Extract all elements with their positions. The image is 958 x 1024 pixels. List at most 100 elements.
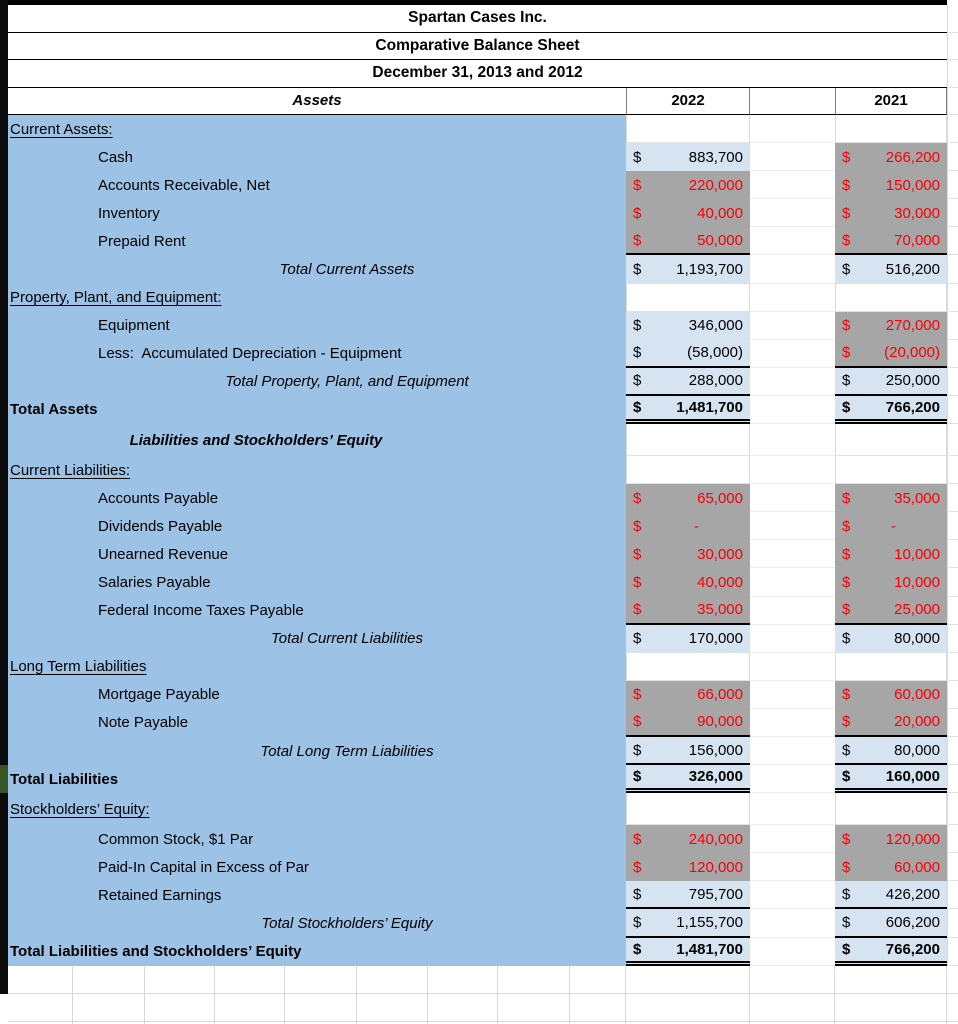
value-2021-cell[interactable]: $766,200 xyxy=(835,937,947,966)
value-2021-cell[interactable] xyxy=(835,652,947,681)
value-2022-cell[interactable]: $40,000 xyxy=(626,568,750,597)
empty-cell[interactable] xyxy=(428,965,498,994)
empty-cell[interactable] xyxy=(498,1021,570,1024)
grid-cell[interactable] xyxy=(947,311,958,340)
grid-cell[interactable] xyxy=(947,424,958,457)
empty-cell[interactable] xyxy=(428,1021,498,1024)
value-2021-cell[interactable]: $10,000 xyxy=(835,568,947,597)
spacer-cell[interactable] xyxy=(750,793,835,826)
spacer-cell[interactable] xyxy=(750,395,835,425)
row-label[interactable]: Long Term Liabilities xyxy=(8,652,626,681)
empty-cell[interactable] xyxy=(750,1021,835,1024)
value-2022-cell[interactable]: $220,000 xyxy=(626,171,750,200)
empty-cell[interactable] xyxy=(215,1021,285,1024)
row-label[interactable]: Cash xyxy=(8,143,626,172)
spacer-cell[interactable] xyxy=(750,680,835,709)
spacer-cell[interactable] xyxy=(750,512,835,541)
empty-cell[interactable] xyxy=(357,1021,428,1024)
year-2022-header[interactable]: 2022 xyxy=(626,87,750,115)
empty-cell[interactable] xyxy=(835,965,947,994)
value-2021-cell[interactable]: $70,000 xyxy=(835,227,947,256)
value-2021-cell[interactable]: $ - xyxy=(835,512,947,541)
grid-cell[interactable] xyxy=(947,283,958,312)
grid-cell[interactable] xyxy=(947,339,958,368)
value-2021-cell[interactable] xyxy=(835,115,947,144)
value-2021-cell[interactable]: $25,000 xyxy=(835,596,947,625)
value-2022-cell[interactable] xyxy=(626,652,750,681)
spacer-cell[interactable] xyxy=(750,484,835,513)
empty-cell[interactable] xyxy=(285,993,357,1022)
grid-cell[interactable] xyxy=(947,199,958,228)
empty-cell[interactable] xyxy=(145,993,215,1022)
row-label[interactable]: Total Current Assets xyxy=(8,255,626,284)
spacer-cell[interactable] xyxy=(750,227,835,256)
grid-cell[interactable] xyxy=(947,60,958,88)
row-label[interactable]: Total Liabilities xyxy=(8,765,626,794)
grid-cell[interactable] xyxy=(947,909,958,938)
empty-cell[interactable] xyxy=(750,993,835,1022)
value-2022-cell[interactable]: $35,000 xyxy=(626,596,750,625)
row-label[interactable]: Inventory xyxy=(8,199,626,228)
value-2022-cell[interactable]: $ - xyxy=(626,512,750,541)
value-2022-cell[interactable]: $ (58,000) xyxy=(626,339,750,368)
grid-cell[interactable] xyxy=(947,680,958,709)
empty-cell[interactable] xyxy=(357,965,428,994)
value-2022-cell[interactable]: $30,000 xyxy=(626,540,750,569)
spacer-cell[interactable] xyxy=(750,367,835,396)
grid-cell[interactable] xyxy=(947,32,958,60)
assets-section-header[interactable]: Assets xyxy=(8,87,626,115)
value-2021-cell[interactable]: $60,000 xyxy=(835,853,947,882)
grid-cell[interactable] xyxy=(947,227,958,256)
value-2022-cell[interactable]: $1,193,700 xyxy=(626,255,750,284)
empty-cell[interactable] xyxy=(947,993,958,1022)
grid-cell[interactable] xyxy=(947,937,958,966)
empty-cell[interactable] xyxy=(285,965,357,994)
value-2022-cell[interactable]: $883,700 xyxy=(626,143,750,172)
spacer-cell[interactable] xyxy=(750,937,835,966)
value-2021-cell[interactable] xyxy=(835,793,947,826)
value-2021-cell[interactable]: $516,200 xyxy=(835,255,947,284)
row-label[interactable]: Accounts Payable xyxy=(8,484,626,513)
row-label[interactable]: Federal Income Taxes Payable xyxy=(8,596,626,625)
empty-cell[interactable] xyxy=(73,1021,145,1024)
row-label[interactable]: Total Stockholders’ Equity xyxy=(8,909,626,938)
value-2022-cell[interactable]: $66,000 xyxy=(626,680,750,709)
empty-cell[interactable] xyxy=(570,965,626,994)
value-2021-cell[interactable]: $35,000 xyxy=(835,484,947,513)
value-2021-cell[interactable]: $ (20,000) xyxy=(835,339,947,368)
spacer-cell[interactable] xyxy=(750,736,835,766)
value-2022-cell[interactable]: $240,000 xyxy=(626,825,750,854)
row-label[interactable]: Dividends Payable xyxy=(8,512,626,541)
grid-cell[interactable] xyxy=(947,143,958,172)
grid-cell[interactable] xyxy=(947,5,958,33)
value-2021-cell[interactable]: $10,000 xyxy=(835,540,947,569)
value-2021-cell[interactable]: $120,000 xyxy=(835,825,947,854)
value-2021-cell[interactable] xyxy=(835,424,947,457)
grid-cell[interactable] xyxy=(947,568,958,597)
spacer-cell[interactable] xyxy=(750,143,835,172)
spacer-cell[interactable] xyxy=(750,909,835,938)
row-label[interactable]: Prepaid Rent xyxy=(8,227,626,256)
spacer-cell[interactable] xyxy=(750,540,835,569)
row-label[interactable]: Total Current Liabilities xyxy=(8,624,626,653)
value-2021-cell[interactable]: $20,000 xyxy=(835,708,947,737)
empty-cell[interactable] xyxy=(626,965,750,994)
spacer-cell[interactable] xyxy=(750,339,835,368)
empty-cell[interactable] xyxy=(73,993,145,1022)
empty-cell[interactable] xyxy=(835,993,947,1022)
spacer-cell[interactable] xyxy=(750,199,835,228)
row-label[interactable]: Total Assets xyxy=(8,395,626,425)
spacer-cell[interactable] xyxy=(750,881,835,910)
value-2022-cell[interactable] xyxy=(626,283,750,312)
grid-cell[interactable] xyxy=(947,512,958,541)
year-2021-header[interactable]: 2021 xyxy=(835,87,947,115)
empty-cell[interactable] xyxy=(145,1021,215,1024)
grid-cell[interactable] xyxy=(947,456,958,485)
value-2021-cell[interactable]: $60,000 xyxy=(835,680,947,709)
row-label[interactable]: Total Property, Plant, and Equipment xyxy=(8,367,626,396)
row-label[interactable]: Paid-In Capital in Excess of Par xyxy=(8,853,626,882)
empty-cell[interactable] xyxy=(428,993,498,1022)
value-2022-cell[interactable]: $65,000 xyxy=(626,484,750,513)
row-label[interactable]: Accounts Receivable, Net xyxy=(8,171,626,200)
grid-cell[interactable] xyxy=(947,793,958,826)
